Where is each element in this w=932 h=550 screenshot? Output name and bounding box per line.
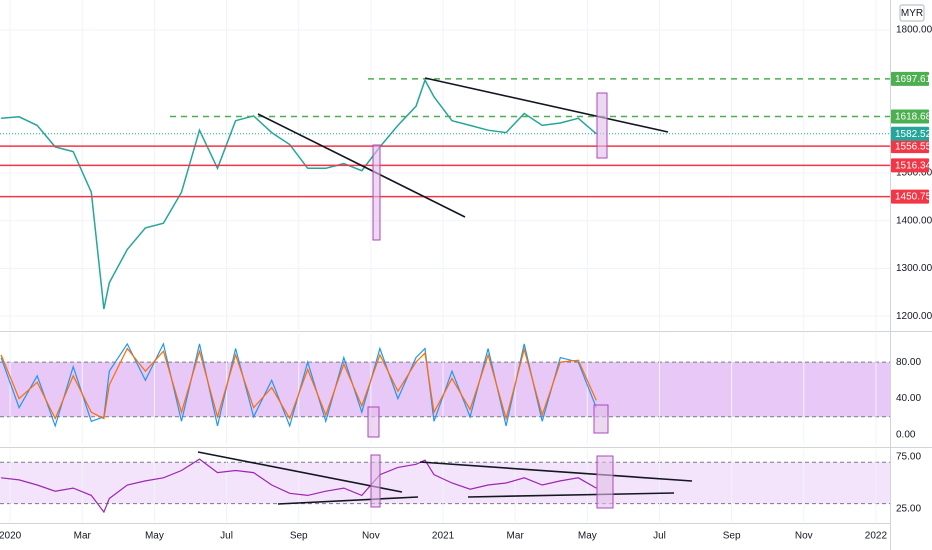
- data-line: [1, 78, 597, 310]
- last-price-label: 1582.52: [895, 129, 932, 140]
- x-tick-label: May: [578, 531, 597, 542]
- x-tick-label: Mar: [507, 531, 525, 542]
- y-tick-label: 40.00: [896, 393, 921, 404]
- level-label: 1618.68: [895, 112, 932, 123]
- y-tick-label: 75.00: [896, 452, 921, 463]
- level-label-box: [891, 109, 929, 124]
- y-tick-label: 80.00: [896, 357, 921, 368]
- trend-line: [257, 113, 466, 218]
- grid: [0, 0, 890, 522]
- band: [0, 462, 890, 504]
- y-tick-label: 1500.00: [896, 168, 932, 179]
- y-tick-label: 25.00: [896, 503, 921, 514]
- y-tick-label: 1200.00: [896, 311, 932, 322]
- x-tick-label: Nov: [795, 531, 813, 542]
- x-tick-label: 2022: [865, 531, 888, 542]
- x-tick-label: Mar: [74, 531, 92, 542]
- x-tick-label: 2021: [432, 531, 455, 542]
- y-tick-label: 1300.00: [896, 263, 932, 274]
- highlight-box: [372, 144, 381, 241]
- level-label: 1516.34: [895, 160, 932, 171]
- x-tick-label: 2020: [0, 531, 22, 542]
- x-tick-label: Nov: [362, 531, 380, 542]
- x-tick-label: Jul: [220, 531, 233, 542]
- last-price-box: [891, 126, 929, 141]
- level-label-box: [891, 71, 929, 86]
- level-label: 1556.55: [895, 141, 932, 152]
- trend-line: [424, 77, 669, 133]
- x-tick-label: Jul: [653, 531, 666, 542]
- x-tick-label: Sep: [290, 531, 308, 542]
- data: [0, 78, 890, 514]
- labels: 1200.00 1300.00 1400.00 1500.00 1800.00 1697.…: [0, 25, 932, 542]
- drawings: [197, 77, 693, 509]
- y-tick-label: 1800.00: [896, 25, 932, 36]
- level-label: 1450.75: [895, 192, 932, 203]
- currency: MYR: [901, 8, 923, 19]
- trend-line: [197, 451, 403, 493]
- level-label-box: [891, 139, 929, 154]
- highlight-box: [596, 455, 614, 509]
- data-line: [0, 347, 597, 421]
- highlight-box: [596, 92, 608, 159]
- x-tick-label: Sep: [723, 531, 741, 542]
- currency-box: [899, 4, 925, 22]
- level-label-box: [891, 189, 929, 204]
- x-tick-label: May: [145, 531, 164, 542]
- highlight-box: [367, 406, 380, 438]
- level-label: 1697.61: [895, 74, 932, 85]
- trend-line: [419, 461, 693, 482]
- trend-line: [277, 496, 419, 505]
- level-label-box: [891, 158, 929, 173]
- data-line: [1, 458, 597, 514]
- trend-line: [467, 492, 675, 498]
- y-tick-label: 1400.00: [896, 215, 932, 226]
- y-tick-label: 0.00: [896, 430, 916, 441]
- highlight-box: [370, 454, 381, 508]
- highlight-box: [593, 404, 609, 434]
